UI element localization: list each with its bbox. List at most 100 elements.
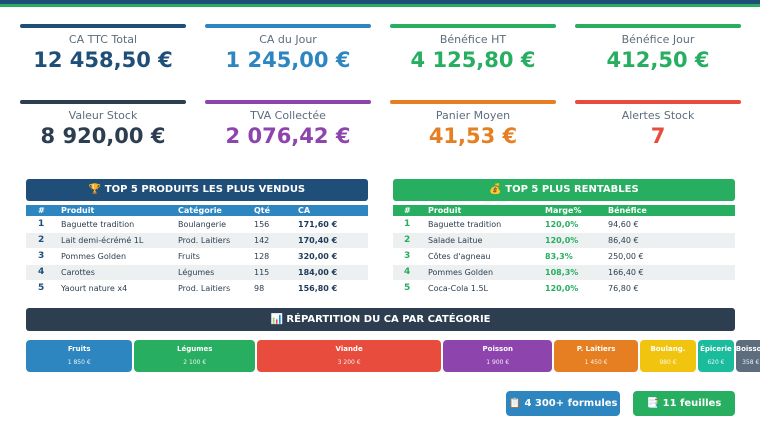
table-cell: 128 — [254, 252, 270, 261]
section-title: 📊 RÉPARTITION DU CA PAR CATÉGORIE — [26, 308, 735, 331]
table-cell: 94,60 € — [608, 220, 639, 229]
kpi-value: 412,50 € — [606, 48, 710, 72]
kpi-value: 7 — [650, 124, 666, 148]
table-cell: 320,00 € — [298, 252, 338, 261]
category-name: Épicerie — [700, 345, 732, 353]
table-cell: Salade Laitue — [428, 236, 483, 245]
category-value: 620 € — [707, 359, 725, 366]
kpi-bar — [390, 24, 556, 28]
table-cell: 120,0% — [545, 236, 579, 245]
table-cell: 115 — [254, 268, 270, 277]
table-cell: 156 — [254, 220, 270, 229]
category-name: Viande — [335, 345, 363, 353]
table-title: 🏆 TOP 5 PRODUITS LES PLUS VENDUS — [26, 179, 368, 201]
top-stripe — [0, 0, 760, 4]
table-cell: 1 — [404, 219, 411, 229]
table-cell: 2 — [404, 235, 411, 245]
kpi-bar — [575, 100, 741, 104]
table-cell: 156,80 € — [298, 284, 338, 293]
kpi-bar — [20, 100, 186, 104]
column-header: # — [404, 206, 411, 215]
kpi-label: Bénéfice HT — [439, 33, 507, 46]
action-button[interactable]: 📋 4 300+ formules — [506, 391, 620, 416]
table-header — [26, 205, 368, 216]
table-cell: 166,40 € — [608, 268, 644, 277]
kpi-bar — [205, 24, 371, 28]
category-value: 1 450 € — [584, 359, 608, 366]
category-name: Fruits — [67, 345, 91, 353]
category-segment: Viande 3 200 € — [257, 340, 442, 372]
table-cell: Prod. Laitiers — [178, 284, 231, 293]
category-value: 1 900 € — [486, 359, 510, 366]
category-name: Boisson — [735, 345, 760, 353]
table-cell: 5 — [38, 283, 45, 293]
table-cell: 4 — [404, 267, 411, 277]
table-cell: Baguette tradition — [428, 220, 502, 229]
kpi-value: 1 245,00 € — [225, 48, 351, 72]
kpi-value: 2 076,42 € — [225, 124, 351, 148]
table-header — [393, 205, 735, 216]
category-value: 358 € — [742, 359, 760, 366]
table-cell: 250,00 € — [608, 252, 644, 261]
column-header: Catégorie — [178, 206, 222, 215]
category-segment: Boisson 358 € — [735, 340, 760, 372]
table-row — [393, 281, 735, 296]
table-cell: Légumes — [178, 268, 215, 277]
table-title: 💰 TOP 5 PLUS RENTABLES — [393, 179, 735, 201]
column-header: Produit — [61, 206, 95, 215]
category-segment: Poisson 1 900 € — [443, 340, 553, 372]
table-cell: 86,40 € — [608, 236, 639, 245]
kpi-value: 41,53 € — [428, 124, 518, 148]
table-cell: 3 — [38, 251, 45, 261]
kpi-bar — [575, 24, 741, 28]
table-cell: 4 — [38, 267, 45, 277]
category-name: P. Laitiers — [576, 345, 616, 353]
table-cell: 76,80 € — [608, 284, 639, 293]
table-row — [26, 217, 368, 232]
table-cell: 5 — [404, 283, 411, 293]
table-row — [26, 281, 368, 296]
category-name: Poisson — [482, 345, 513, 353]
column-header: Produit — [428, 206, 462, 215]
column-header: Bénéfice — [608, 206, 647, 215]
category-name: Boulang. — [650, 345, 686, 353]
table-cell: Pommes Golden — [61, 252, 127, 261]
table-cell: 170,40 € — [298, 236, 338, 245]
kpi-bar — [20, 24, 186, 28]
category-name: Légumes — [177, 345, 213, 353]
table-cell: 108,3% — [545, 268, 579, 277]
table-cell: Carottes — [61, 268, 95, 277]
table-cell: Pommes Golden — [428, 268, 494, 277]
table-cell: Boulangerie — [178, 220, 227, 229]
category-value: 980 € — [659, 359, 677, 366]
kpi-label: TVA Collectée — [250, 109, 326, 122]
table-cell: 142 — [254, 236, 270, 245]
category-value: 1 850 € — [67, 359, 91, 366]
action-button[interactable]: 📑 11 feuilles — [633, 391, 735, 416]
table-row — [393, 233, 735, 248]
category-segment: Boulang. 980 € — [639, 340, 697, 372]
table-cell: Coca-Cola 1.5L — [428, 284, 488, 293]
kpi-label: Bénéfice Jour — [621, 33, 695, 46]
table-row — [26, 233, 368, 248]
kpi-label: Alertes Stock — [621, 109, 695, 122]
column-header: Marge% — [545, 206, 582, 215]
kpi-label: Panier Moyen — [435, 109, 511, 122]
table-cell: Baguette tradition — [61, 220, 135, 229]
kpi-bar — [390, 100, 556, 104]
table-cell: 120,0% — [545, 220, 579, 229]
category-value: 3 200 € — [337, 359, 361, 366]
table-cell: 120,0% — [545, 284, 579, 293]
table-cell: 184,00 € — [298, 268, 338, 277]
kpi-label: Valeur Stock — [68, 109, 138, 122]
table-cell: Lait demi-écrémé 1L — [61, 236, 144, 245]
category-value: 2 100 € — [183, 359, 207, 366]
table-cell: 98 — [254, 284, 265, 293]
table-row — [26, 265, 368, 280]
table-row — [393, 217, 735, 232]
kpi-label: CA TTC Total — [68, 33, 138, 46]
category-segment: Légumes 2 100 € — [134, 340, 256, 372]
table-row — [393, 265, 735, 280]
table-row — [26, 249, 368, 264]
